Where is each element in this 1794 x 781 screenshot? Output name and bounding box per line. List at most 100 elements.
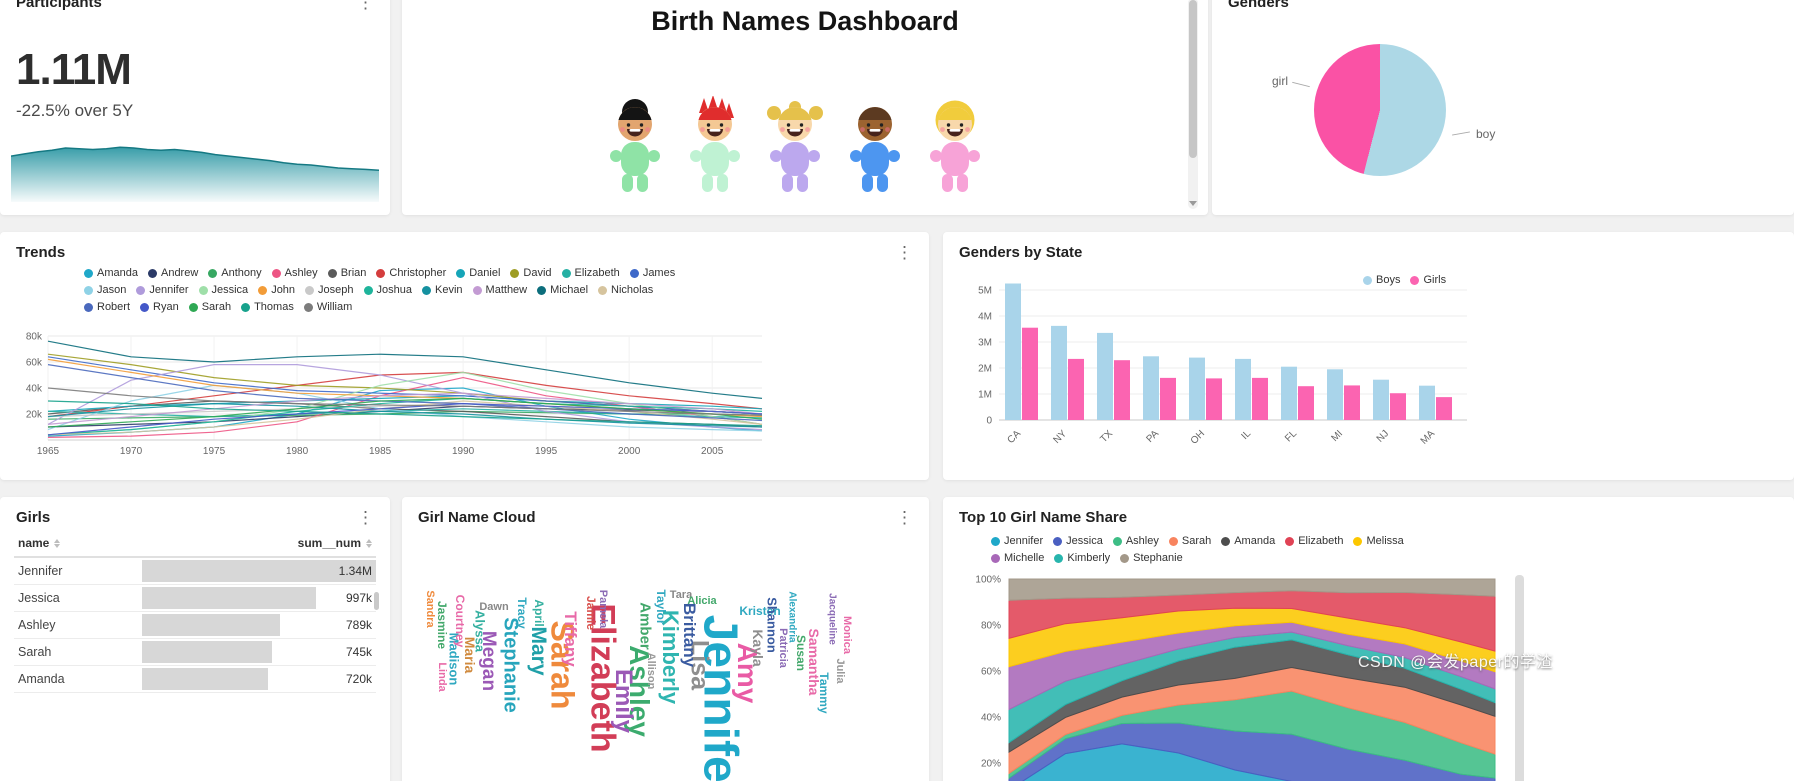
legend-item-jennifer[interactable]: Jennifer [136, 284, 189, 296]
cloud-word-jasmine[interactable]: Jasmine [435, 600, 449, 650]
bar-boys-ca[interactable] [1005, 283, 1021, 421]
legend-item-christopher[interactable]: Christopher [376, 267, 446, 279]
cloud-word-tiffany[interactable]: Tiffany [561, 611, 580, 667]
bar-girls-tx[interactable] [1114, 360, 1130, 420]
bar-boys-tx[interactable] [1097, 332, 1113, 420]
bar-boys-pa[interactable] [1143, 356, 1159, 420]
cloud-word-allison[interactable]: Allison [645, 652, 657, 690]
kebab-menu-icon[interactable]: ⋮ [357, 508, 374, 527]
cloud-word-tracy[interactable]: Tracy [515, 597, 529, 629]
trend-line-nicholas[interactable] [47, 400, 763, 436]
cloud-word-emily[interactable]: Emily [610, 668, 637, 734]
legend-item-ashley[interactable]: Ashley [271, 267, 318, 279]
legend-item-joseph[interactable]: Joseph [305, 284, 354, 296]
legend-item-ryan[interactable]: Ryan [140, 301, 179, 313]
bar-boys-mi[interactable] [1327, 369, 1343, 420]
trend-line-matthew[interactable] [47, 392, 763, 425]
legend-item-elizabeth[interactable]: Elizabeth [1285, 535, 1343, 547]
area-stephanie[interactable] [1008, 578, 1496, 601]
bar-boys-il[interactable] [1235, 358, 1251, 420]
scrollbar[interactable] [1188, 0, 1198, 209]
trend-line-thomas[interactable] [47, 400, 763, 427]
bar-boys-oh[interactable] [1189, 357, 1205, 420]
cloud-word-kayla[interactable]: Kayla [750, 629, 766, 667]
cloud-word-alyssa[interactable]: Alyssa [472, 610, 488, 652]
cloud-word-tara[interactable]: Tara [669, 589, 693, 601]
scrollbar-thumb[interactable] [374, 592, 379, 610]
legend-item-boys[interactable]: Boys [1363, 274, 1400, 286]
cloud-word-courtney[interactable]: Courtney [453, 594, 467, 648]
bar-girls-pa[interactable] [1160, 377, 1176, 420]
cloud-word-patricia[interactable]: Patricia [777, 628, 789, 668]
legend-item-thomas[interactable]: Thomas [241, 301, 294, 313]
bar-boys-nj[interactable] [1373, 379, 1389, 420]
legend-item-william[interactable]: William [303, 301, 352, 313]
cloud-word-taylor[interactable]: Taylor [654, 589, 668, 625]
cloud-word-pamela[interactable]: Pamela [597, 589, 609, 629]
cloud-word-kristen[interactable]: Kristen [739, 604, 781, 618]
column-header-sum-num[interactable]: sum__num [142, 530, 376, 558]
legend-item-michael[interactable]: Michael [537, 284, 588, 296]
kebab-menu-icon[interactable]: ⋮ [896, 508, 913, 527]
bar-girls-ny[interactable] [1068, 358, 1084, 420]
legend-item-andrew[interactable]: Andrew [147, 267, 198, 279]
sort-icon[interactable] [54, 539, 61, 549]
legend-item-matthew[interactable]: Matthew [472, 284, 527, 296]
cloud-word-alicia[interactable]: Alicia [687, 595, 717, 607]
trend-line-ryan[interactable] [47, 402, 763, 436]
legend-item-sarah[interactable]: Sarah [1168, 535, 1211, 547]
cloud-word-linda[interactable]: Linda [436, 662, 448, 692]
trend-line-joshua[interactable] [47, 397, 763, 436]
cloud-word-april[interactable]: April [532, 599, 546, 627]
legend-item-daniel[interactable]: Daniel [456, 267, 500, 279]
cloud-word-jacqueline[interactable]: Jacqueline [826, 593, 838, 645]
legend-item-melissa[interactable]: Melissa [1353, 535, 1404, 547]
cloud-word-stephanie[interactable]: Stephanie [499, 617, 522, 713]
bar-boys-fl[interactable] [1281, 366, 1297, 420]
legend-item-kimberly[interactable]: Kimberly [1054, 552, 1110, 564]
bar-boys-ny[interactable] [1051, 325, 1067, 420]
legend-item-jennifer[interactable]: Jennifer [991, 535, 1043, 547]
trend-line-robert[interactable] [47, 364, 763, 422]
legend-item-girls[interactable]: Girls [1410, 274, 1446, 286]
bar-girls-il[interactable] [1252, 377, 1268, 420]
legend-item-elizabeth[interactable]: Elizabeth [561, 267, 620, 279]
bar-girls-mi[interactable] [1344, 385, 1360, 420]
bar-girls-ma[interactable] [1436, 397, 1452, 420]
cloud-word-jamie[interactable]: Jamie [584, 595, 598, 631]
kebab-menu-icon[interactable]: ⋮ [896, 243, 913, 262]
legend-item-stephanie[interactable]: Stephanie [1120, 552, 1183, 564]
scrollbar[interactable] [1515, 575, 1524, 781]
sort-icon[interactable] [366, 539, 372, 549]
cloud-word-julia[interactable]: Julia [834, 658, 846, 684]
legend-item-robert[interactable]: Robert [84, 301, 130, 313]
cloud-word-mary[interactable]: Mary [527, 626, 550, 676]
scroll-down-arrow-icon[interactable] [1189, 201, 1197, 206]
cloud-word-amber[interactable]: Amber [636, 602, 654, 650]
trend-line-christopher[interactable] [47, 371, 763, 418]
cloud-word-brittany[interactable]: Brittany [680, 602, 699, 668]
bar-boys-ma[interactable] [1419, 385, 1435, 420]
genders-pie-chart[interactable] [1314, 44, 1446, 176]
legend-item-james[interactable]: James [629, 267, 675, 279]
legend-item-ashley[interactable]: Ashley [1112, 535, 1159, 547]
trend-line-michael[interactable] [47, 340, 763, 399]
column-header-name[interactable]: name [14, 530, 142, 558]
bar-girls-ca[interactable] [1022, 327, 1038, 420]
legend-item-jessica[interactable]: Jessica [198, 284, 248, 296]
cloud-word-tammy[interactable]: Tammy [817, 672, 831, 714]
legend-item-amanda[interactable]: Amanda [1221, 535, 1275, 547]
trend-line-sarah[interactable] [47, 397, 763, 428]
cloud-word-monica[interactable]: Monica [841, 616, 853, 654]
legend-item-jason[interactable]: Jason [84, 284, 126, 296]
cloud-word-sandra[interactable]: Sandra [424, 590, 436, 628]
legend-item-michelle[interactable]: Michelle [991, 552, 1044, 564]
bar-girls-fl[interactable] [1298, 386, 1314, 420]
kebab-menu-icon[interactable]: ⋮ [357, 0, 374, 12]
bar-girls-nj[interactable] [1390, 393, 1406, 420]
legend-item-jessica[interactable]: Jessica [1053, 535, 1103, 547]
legend-item-amanda[interactable]: Amanda [84, 267, 138, 279]
legend-item-joshua[interactable]: Joshua [363, 284, 412, 296]
legend-item-kevin[interactable]: Kevin [422, 284, 463, 296]
legend-item-anthony[interactable]: Anthony [208, 267, 262, 279]
